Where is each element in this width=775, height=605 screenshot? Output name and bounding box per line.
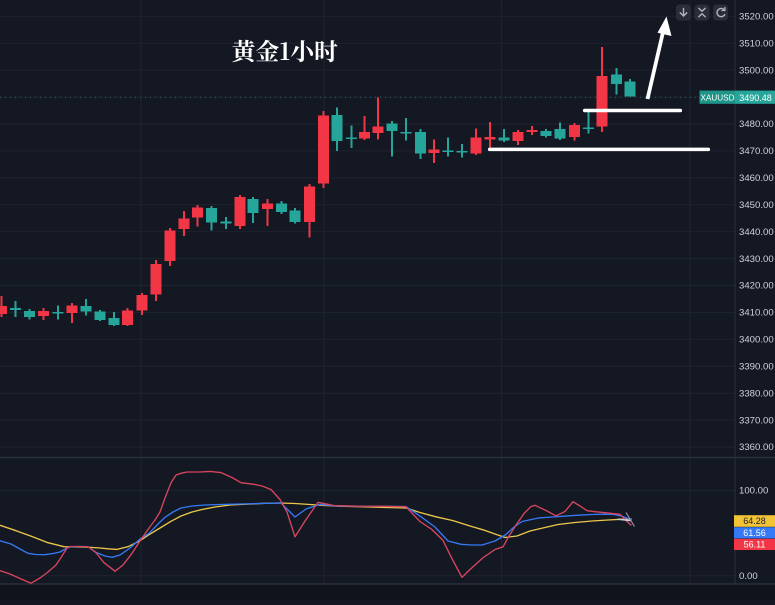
svg-text:3380.00: 3380.00 <box>739 388 774 399</box>
svg-text:64.28: 64.28 <box>743 516 766 526</box>
svg-text:XAUUSD: XAUUSD <box>700 94 734 103</box>
svg-text:3390.00: 3390.00 <box>739 362 774 373</box>
svg-text:3430.00: 3430.00 <box>739 254 774 265</box>
svg-text:3490.48: 3490.48 <box>739 93 772 103</box>
svg-text:0.00: 0.00 <box>739 571 758 582</box>
svg-text:100.00: 100.00 <box>739 486 768 497</box>
svg-text:3370.00: 3370.00 <box>739 415 774 426</box>
svg-text:3470.00: 3470.00 <box>739 146 774 157</box>
svg-text:3420.00: 3420.00 <box>739 281 774 292</box>
svg-text:3400.00: 3400.00 <box>739 335 774 346</box>
svg-text:3360.00: 3360.00 <box>739 442 774 453</box>
svg-text:56.11: 56.11 <box>744 540 766 550</box>
svg-text:61.56: 61.56 <box>743 528 766 538</box>
svg-text:3510.00: 3510.00 <box>739 38 774 49</box>
svg-text:3460.00: 3460.00 <box>739 173 774 184</box>
svg-text:3410.00: 3410.00 <box>739 308 774 319</box>
svg-text:3480.00: 3480.00 <box>739 119 774 130</box>
svg-text:3440.00: 3440.00 <box>739 227 774 238</box>
svg-text:3450.00: 3450.00 <box>739 200 774 211</box>
svg-text:3500.00: 3500.00 <box>739 65 774 76</box>
svg-text:3520.00: 3520.00 <box>739 12 774 23</box>
